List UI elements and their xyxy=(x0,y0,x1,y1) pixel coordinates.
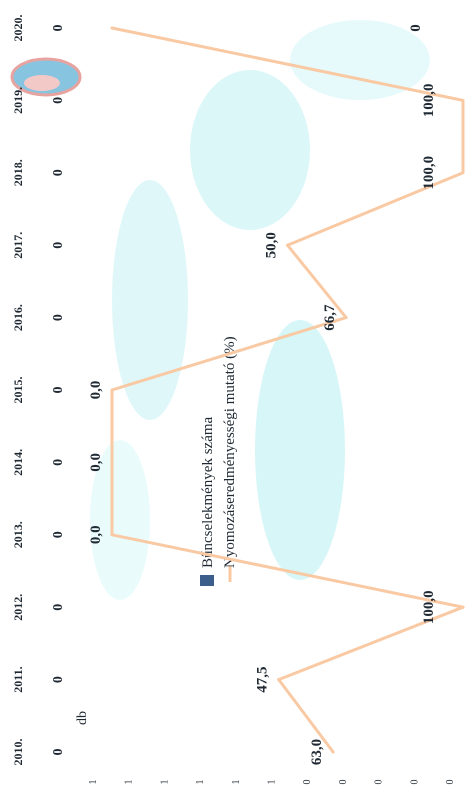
category-label: 2012. xyxy=(11,594,25,621)
bar-value-label: 0 xyxy=(51,387,66,394)
bar-value-label: 0 xyxy=(51,676,66,683)
rate-series-point xyxy=(286,243,289,247)
legend-label-rate: Nyomozáseredményességi mutató (%) xyxy=(222,336,238,568)
legend-swatch-count xyxy=(200,575,214,586)
category-label: 2019. xyxy=(11,87,25,114)
rate-data-label: 50,0 xyxy=(264,232,280,258)
count-axis-tick-label: 1 xyxy=(159,780,170,785)
rate-data-label: 63,0 xyxy=(309,739,325,765)
rate-series-point xyxy=(110,388,114,392)
bar-value-label: 0 xyxy=(51,169,66,176)
count-axis-tick-label: 1 xyxy=(195,780,206,785)
rate-series-point xyxy=(277,678,281,682)
category-label: 2016. xyxy=(11,304,25,331)
category-label: 2018. xyxy=(11,159,25,186)
rate-series-point xyxy=(461,98,465,102)
rate-data-label: 66,7 xyxy=(322,304,338,331)
legend-label-count: Bűncselekmények száma xyxy=(200,416,216,568)
count-axis-tick-label: 0 xyxy=(374,780,385,785)
logo-crest-icon xyxy=(10,57,82,97)
legend-item-count: Bűncselekmények száma xyxy=(200,416,216,586)
legend: Bűncselekmények száma Nyomozáseredményes… xyxy=(200,336,238,586)
bar-value-label: 0 xyxy=(51,314,66,321)
category-label: 2015. xyxy=(11,377,25,404)
bar-value-label: 0 xyxy=(51,97,66,104)
category-label: 2014. xyxy=(11,449,25,476)
rate-data-label: 0,0 xyxy=(88,453,104,472)
count-axis-unit: db xyxy=(75,711,90,725)
bar-value-label: 0 xyxy=(51,604,66,611)
background-image xyxy=(90,20,430,600)
rate-series-point xyxy=(110,26,114,30)
count-axis-tick-label: 1 xyxy=(124,780,135,785)
rate-series-point xyxy=(331,750,335,754)
bar-value-label: 0 xyxy=(51,242,66,249)
count-axis-tick-label: 0 xyxy=(338,780,349,785)
rate-data-label: 100,0 xyxy=(421,590,437,624)
count-axis-tick-label: 0 xyxy=(445,780,456,785)
rate-data-label: 100,0 xyxy=(421,156,437,190)
plot-area: 2010. 2011. 2012. 2013. 2014. 2015. 2016. 2017.… xyxy=(11,15,465,785)
rate-data-label: 0 xyxy=(408,24,424,32)
count-axis-tick-label: 1 xyxy=(267,780,278,785)
count-axis-tick-label: 1 xyxy=(231,780,242,785)
rate-series-point xyxy=(461,605,465,609)
legend-item-rate: Nyomozáseredményességi mutató (%) xyxy=(222,336,238,582)
rate-series-point xyxy=(344,316,348,320)
rate-data-label: 47,5 xyxy=(255,666,271,692)
rate-series-point xyxy=(461,171,465,175)
rate-data-label: 0,0 xyxy=(88,525,104,544)
bar-value-label: 0 xyxy=(51,25,66,32)
bar-value-label: 0 xyxy=(51,531,66,538)
count-axis-tick-label: 0 xyxy=(302,780,313,785)
category-label: 2010. xyxy=(11,739,25,766)
rate-series-point xyxy=(110,533,114,537)
count-axis-tick-label: 1 xyxy=(88,780,99,785)
category-label: 2011. xyxy=(11,666,25,692)
bar-value-label: 0 xyxy=(51,459,66,466)
rate-data-label: 100,0 xyxy=(421,84,437,118)
bar-value-label: 0 xyxy=(51,749,66,756)
rate-data-label: 0,0 xyxy=(88,381,104,400)
category-label: 2017. xyxy=(11,232,25,259)
rate-series-point xyxy=(110,460,114,464)
count-axis-tick-label: 0 xyxy=(409,780,420,785)
category-label: 2020. xyxy=(11,15,25,42)
category-label: 2013. xyxy=(11,521,25,548)
